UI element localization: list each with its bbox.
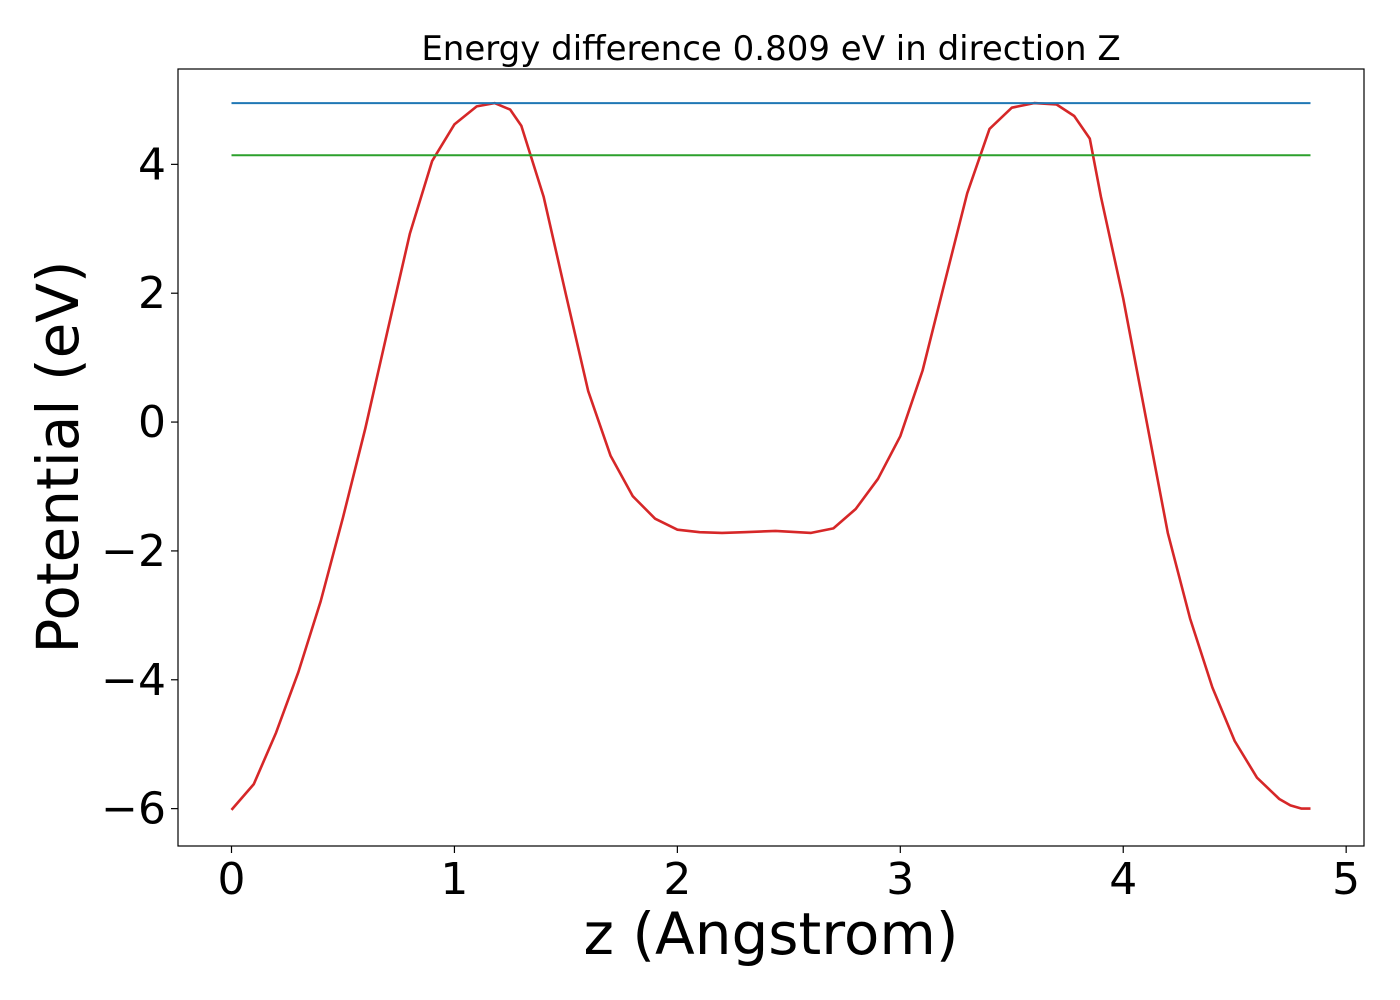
y-tick-label: 0 (138, 397, 166, 448)
x-tick-label: 0 (218, 854, 246, 905)
chart-title: Energy difference 0.809 eV in direction … (421, 29, 1120, 69)
series-line-0 (230, 101, 1311, 811)
y-tick-label: −6 (101, 784, 166, 835)
x-tick-label: 1 (440, 854, 468, 905)
x-axis-title: z (Angstrom) (584, 900, 959, 968)
plot-area-frame (177, 68, 1365, 847)
y-tick-label: 4 (138, 139, 166, 190)
x-tick-label: 3 (886, 854, 914, 905)
y-tick-label: −2 (101, 526, 166, 577)
x-tick-label: 5 (1332, 854, 1360, 905)
y-axis-ticks: −6 −4 −2 0 2 4 (101, 139, 178, 835)
y-axis-title: Potential (eV) (24, 260, 92, 653)
y-tick-label: −4 (101, 655, 166, 706)
x-tick-label: 4 (1109, 854, 1137, 905)
y-tick-label: 2 (138, 268, 166, 319)
series-layer (230, 101, 1311, 811)
x-tick-label: 2 (663, 854, 691, 905)
x-axis-ticks: 0 1 2 3 4 5 (218, 846, 1360, 905)
